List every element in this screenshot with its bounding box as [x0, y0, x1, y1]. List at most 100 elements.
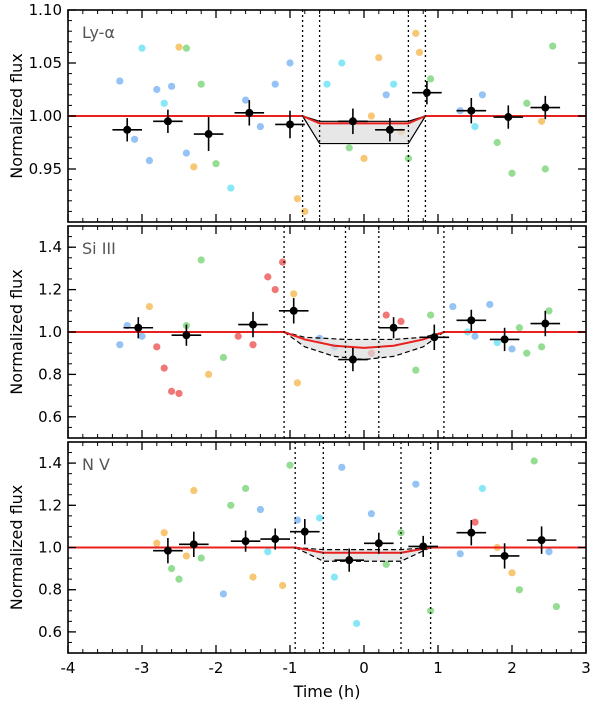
- exposure-point-1-11: [182, 44, 190, 52]
- binned-point-1-10: [493, 105, 524, 129]
- exposure-point-2-7: [168, 387, 176, 395]
- exposure-point-2-18: [290, 290, 298, 298]
- exposure-point-3-12: [256, 505, 264, 514]
- exposure-point-2-31: [493, 339, 501, 347]
- xtick-label-7: 2: [507, 659, 517, 677]
- ytick-label-1-4: 1.10: [29, 1, 62, 19]
- exposure-point-3-15: [286, 461, 294, 469]
- exposure-point-1-30: [404, 154, 412, 162]
- model-band-lower-2: [283, 331, 445, 361]
- exposure-point-3-6: [190, 486, 198, 495]
- binned-point-2-7: [419, 324, 450, 351]
- binned-marker: [430, 333, 439, 342]
- exposure-point-1-18: [286, 59, 294, 67]
- exposure-point-3-26: [456, 550, 464, 558]
- binned-marker: [467, 106, 476, 115]
- model-band-fill-3: [295, 547, 431, 562]
- exposure-point-2-30: [486, 300, 494, 309]
- exposure-point-1-31: [412, 29, 420, 37]
- exposure-point-2-27: [449, 302, 457, 311]
- exposure-point-3-1: [153, 539, 161, 547]
- exposure-point-3-22: [382, 560, 390, 568]
- binned-point-1-11: [530, 95, 561, 120]
- exposure-point-1-7: [138, 44, 146, 52]
- xtick-label-2: -3: [135, 659, 150, 677]
- exposure-point-3-4: [175, 575, 183, 583]
- exposure-point-1-1: [116, 77, 124, 85]
- plot-area-2: [68, 226, 586, 438]
- ylabel-panel-1: Normalized flux: [7, 53, 26, 179]
- exposure-point-3-32: [530, 457, 538, 465]
- exposure-point-2-23: [382, 311, 390, 319]
- model-band-upper-2: [283, 331, 445, 341]
- binned-marker: [467, 316, 476, 325]
- exposure-point-3-2: [160, 529, 168, 537]
- binned-point-2-9: [489, 327, 520, 352]
- binned-point-1-3: [193, 117, 224, 151]
- exposure-point-2-11: [205, 370, 213, 378]
- exposure-point-2-36: [545, 307, 553, 315]
- transit-model-line-3: [68, 546, 586, 554]
- exposure-point-2-1: [116, 341, 124, 349]
- binned-point-2-2: [171, 324, 202, 346]
- binned-marker: [204, 130, 213, 139]
- ytick-label-2-3: 1.0: [38, 323, 62, 341]
- binned-point-3-2: [179, 531, 209, 557]
- exposure-point-3-20: [353, 619, 361, 628]
- exposure-point-1-23: [345, 144, 353, 152]
- binned-point-1-5: [275, 110, 305, 139]
- exposure-point-3-9: [227, 501, 235, 509]
- exposure-point-3-8: [219, 590, 227, 598]
- panel-label-n-v: N V: [82, 455, 110, 474]
- binned-point-3-9: [456, 520, 487, 546]
- exposure-point-1-3: [145, 156, 153, 165]
- binned-marker: [345, 556, 354, 565]
- exposure-point-1-8: [160, 99, 168, 107]
- binned-marker: [241, 537, 250, 546]
- exposure-point-1-22: [338, 59, 346, 67]
- binned-point-1-8: [412, 81, 442, 105]
- exposure-point-1-24: [360, 154, 368, 162]
- binned-point-3-8: [408, 535, 438, 557]
- exposure-point-3-33: [545, 548, 553, 556]
- model-band-fill-1: [302, 116, 426, 144]
- binned-marker: [249, 320, 257, 329]
- binned-point-1-9: [456, 97, 487, 124]
- exposure-point-1-16: [256, 123, 264, 131]
- binned-marker: [271, 535, 280, 544]
- binned-point-2-4: [278, 298, 309, 324]
- exposure-point-1-4: [153, 85, 161, 94]
- exposure-point-1-39: [523, 99, 531, 107]
- exposure-point-1-10: [190, 163, 198, 171]
- xtick-label-6: 1: [433, 659, 443, 677]
- ytick-label-1-2: 1.00: [29, 107, 62, 125]
- exposure-point-3-34: [552, 602, 561, 611]
- binned-point-2-5: [338, 347, 368, 372]
- binned-marker: [504, 113, 513, 122]
- binned-marker: [500, 335, 509, 344]
- ylabel-panel-2: Normalized flux: [7, 269, 26, 395]
- xtick-label-4: -1: [283, 659, 298, 677]
- exposure-point-2-8: [175, 389, 183, 398]
- xtick-label-5: 0: [359, 659, 369, 677]
- exposure-point-1-27: [382, 91, 390, 99]
- binned-marker: [422, 88, 431, 97]
- binned-point-2-8: [456, 309, 487, 331]
- binned-marker: [467, 528, 476, 537]
- binned-point-2-10: [530, 310, 561, 337]
- binned-marker: [500, 551, 509, 560]
- ytick-label-1-1: 0.95: [29, 160, 62, 178]
- exposure-point-2-29: [471, 332, 479, 340]
- binned-point-3-7: [364, 532, 394, 554]
- exposure-point-1-12: [197, 80, 205, 88]
- exposure-point-2-6: [160, 364, 168, 372]
- panel-ly-alpha: Normalized flux 0.95 1.00 1.05 1.10 Ly-α: [7, 1, 587, 223]
- exposure-point-2-12: [219, 353, 227, 362]
- exposure-point-1-21: [323, 80, 331, 88]
- exposure-point-3-30: [508, 569, 516, 577]
- exposure-point-1-15: [242, 96, 250, 104]
- exposure-point-1-14: [227, 184, 235, 192]
- binned-point-3-5: [290, 519, 320, 545]
- binned-point-2-1: [123, 317, 154, 339]
